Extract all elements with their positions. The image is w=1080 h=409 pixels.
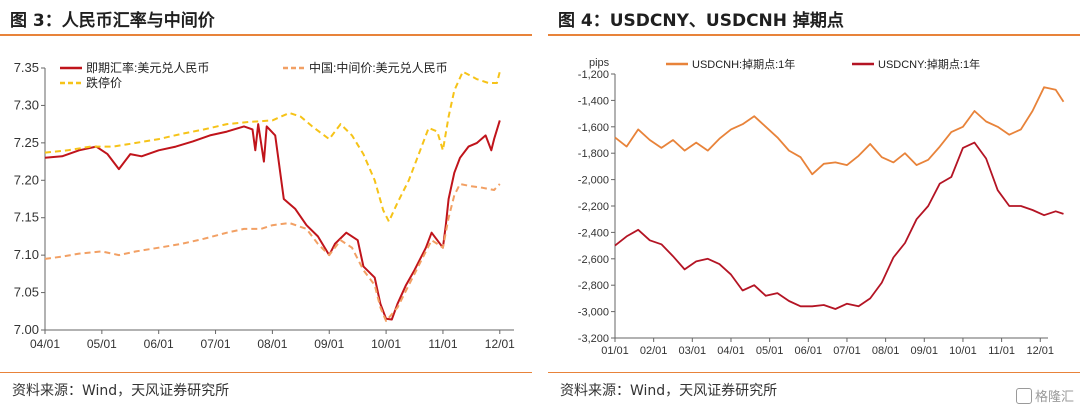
- x-tick-label: 07/01: [833, 345, 861, 357]
- chart-title-left: 图 3：人民币汇率与中间价: [10, 11, 215, 31]
- y-tick-label: -3,200: [578, 333, 609, 345]
- x-tick-label: 05/01: [756, 345, 784, 357]
- y-tick-label: 7.05: [14, 285, 39, 300]
- y-tick-label: 7.35: [14, 60, 39, 75]
- y-tick-label: 7.25: [14, 135, 39, 150]
- x-tick-label: 04/01: [30, 337, 60, 351]
- source-note-right: 资料来源：Wind，天风证券研究所: [560, 383, 778, 399]
- series-line-1: [44, 183, 501, 322]
- legend-label-1: 中国:中间价:美元兑人民币: [309, 60, 448, 75]
- watermark-text: 格隆汇: [1034, 390, 1074, 405]
- x-tick-label: 12/01: [1027, 345, 1055, 357]
- chart-svg-left: 7.00 7.05 7.10 7.15 7.20 7.25 7.30 7.35 04/01 05/…: [14, 60, 515, 351]
- y-tick-label: 7.15: [14, 210, 39, 225]
- watermark-logo-icon: [1015, 388, 1032, 404]
- x-tick-label: 10/01: [949, 345, 977, 357]
- y-tick-label: 7.00: [14, 322, 39, 337]
- chart-panel-right: 图 4：USDCNY、USDCNH 掉期点 -3,200 -3,000 -2,800…: [548, 0, 1080, 409]
- y-tick-label: 7.20: [14, 172, 39, 187]
- legend-label-2: 跌停价: [86, 75, 122, 90]
- y-tick-label: -2,200: [578, 201, 609, 213]
- y-tick-label: -1,400: [578, 95, 609, 107]
- x-tick-label: 10/01: [371, 337, 401, 351]
- y-tick-label: 7.10: [14, 247, 39, 262]
- x-tick-label: 12/01: [485, 337, 515, 351]
- series-line-1: [614, 141, 1064, 310]
- title-rule-right: [548, 34, 1080, 36]
- chart-panel-left: 图 3：人民币汇率与中间价 7.00 7.05 7.10 7.15 7.20 7.25 7.…: [0, 0, 532, 409]
- y-tick-label: -1,800: [578, 148, 609, 160]
- x-tick-label: 11/01: [988, 345, 1015, 357]
- x-tick-label: 11/01: [428, 337, 457, 351]
- y-tick-label: -2,000: [578, 175, 609, 187]
- legend-label-1: USDCNY:掉期点:1年: [878, 57, 980, 71]
- x-tick-label: 01/01: [601, 345, 629, 357]
- x-tick-label: 03/01: [679, 345, 707, 357]
- series-line-0: [44, 120, 501, 321]
- chart-svg-right: -3,200 -3,000 -2,800 -2,600 -2,400 -2,200 -2,0…: [578, 57, 1065, 357]
- x-tick-label: 02/01: [640, 345, 668, 357]
- x-tick-label: 06/01: [144, 337, 174, 351]
- y-tick-label: -2,400: [578, 227, 609, 239]
- legend-label-0: 即期汇率:美元兑人民币: [86, 60, 209, 75]
- source-note-left: 资料来源：Wind，天风证券研究所: [12, 383, 230, 399]
- chart-title-right: 图 4：USDCNY、USDCNH 掉期点: [558, 11, 844, 31]
- series-line-0: [614, 86, 1065, 176]
- series-line-2: [44, 70, 501, 223]
- y-tick-label: -2,800: [578, 280, 609, 292]
- legend-label-0: USDCNH:掉期点:1年: [692, 57, 795, 71]
- y-tick-label: -2,600: [578, 254, 609, 266]
- title-rule-left: [0, 34, 532, 36]
- source-rule-right: [548, 372, 1080, 373]
- x-tick-label: 04/01: [717, 345, 745, 357]
- y-tick-label: -3,000: [578, 307, 609, 319]
- y-tick-label: -1,200: [578, 69, 609, 81]
- x-tick-label: 05/01: [87, 337, 117, 351]
- source-rule-left: [0, 372, 532, 373]
- x-tick-label: 06/01: [795, 345, 823, 357]
- y-tick-label: 7.30: [14, 97, 39, 112]
- x-tick-label: 08/01: [872, 345, 900, 357]
- x-tick-label: 09/01: [314, 337, 344, 351]
- watermark: 格隆汇: [1015, 386, 1074, 405]
- x-tick-label: 07/01: [201, 337, 231, 351]
- y-unit-label: pips: [589, 57, 610, 69]
- x-tick-label: 09/01: [911, 345, 939, 357]
- y-tick-label: -1,600: [578, 122, 609, 134]
- x-tick-label: 08/01: [257, 337, 287, 351]
